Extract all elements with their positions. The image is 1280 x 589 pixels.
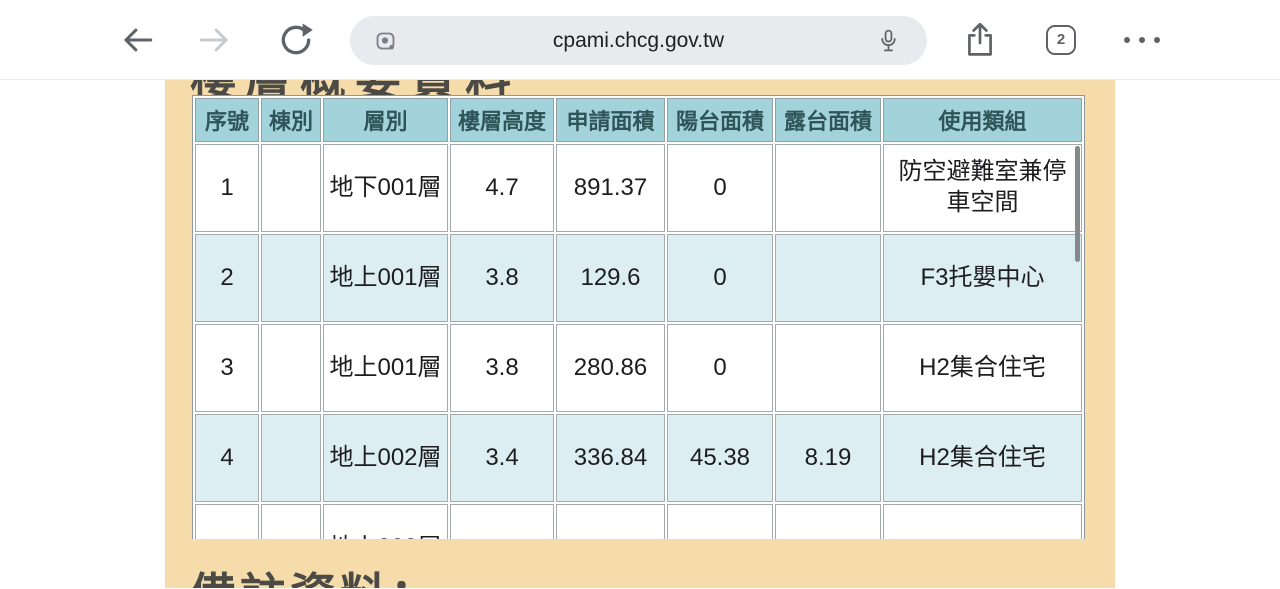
cell-terrace-area — [775, 234, 881, 322]
cell-use-category: H2集合住宅 — [883, 324, 1082, 412]
reload-button[interactable] — [270, 0, 322, 79]
table-row: 地上003層 — [195, 504, 1082, 539]
header-use-category: 使用類組 — [883, 98, 1082, 142]
browser-toolbar: cpami.chcg.gov.tw 2 — [0, 0, 1280, 80]
cell-floor: 地下001層 — [323, 144, 448, 232]
cell-balcony-area — [667, 504, 773, 539]
cell-terrace-area — [775, 144, 881, 232]
cell-floor-height: 3.8 — [450, 234, 554, 322]
cell-building — [261, 324, 321, 412]
cell-applied-area: 280.86 — [556, 324, 665, 412]
table-row: 4 地上002層 3.4 336.84 45.38 8.19 H2集合住宅 — [195, 414, 1082, 502]
header-building: 棟別 — [261, 98, 321, 142]
table-row: 3 地上001層 3.8 280.86 0 H2集合住宅 — [195, 324, 1082, 412]
cell-building — [261, 144, 321, 232]
cell-applied-area — [556, 504, 665, 539]
table-row: 1 地下001層 4.7 891.37 0 防空避難室兼停車空間 — [195, 144, 1082, 232]
header-balcony-area: 陽台面積 — [667, 98, 773, 142]
cell-floor-height: 3.8 — [450, 324, 554, 412]
cell-use-category: 防空避難室兼停車空間 — [883, 144, 1082, 232]
cell-seq: 4 — [195, 414, 259, 502]
cell-applied-area: 129.6 — [556, 234, 665, 322]
tab-count: 2 — [1056, 31, 1066, 48]
cell-seq — [195, 504, 259, 539]
tab-counter-box: 2 — [1046, 24, 1076, 55]
header-floor: 層別 — [323, 98, 448, 142]
header-seq: 序號 — [195, 98, 259, 142]
web-page-viewport: 樓層概要資料 序號 棟別 層別 樓層高度 申請面積 陽台面積 露 — [0, 80, 1280, 588]
cell-use-category — [883, 504, 1082, 539]
cell-balcony-area: 0 — [667, 324, 773, 412]
back-arrow-icon — [121, 23, 155, 57]
cell-floor-height: 3.4 — [450, 414, 554, 502]
section-title-notes: 備註資料： — [190, 559, 440, 588]
tab-switcher-button[interactable]: 2 — [1037, 0, 1085, 79]
cell-floor-height — [450, 504, 554, 539]
header-applied-area: 申請面積 — [556, 98, 665, 142]
microphone-icon[interactable] — [876, 28, 901, 53]
three-dot-menu-icon — [1124, 36, 1160, 43]
url-bar[interactable]: cpami.chcg.gov.tw — [350, 16, 927, 65]
cell-building — [261, 504, 321, 539]
cell-seq: 3 — [195, 324, 259, 412]
cell-seq: 2 — [195, 234, 259, 322]
forward-button[interactable] — [190, 0, 238, 79]
table-scrollbar-thumb[interactable] — [1075, 146, 1080, 262]
cell-terrace-area — [775, 324, 881, 412]
cell-floor: 地上003層 — [323, 504, 448, 539]
cell-floor: 地上002層 — [323, 414, 448, 502]
cell-floor-height: 4.7 — [450, 144, 554, 232]
cell-terrace-area — [775, 504, 881, 539]
page-panel: 樓層概要資料 序號 棟別 層別 樓層高度 申請面積 陽台面積 露 — [165, 80, 1115, 588]
table-header-row: 序號 棟別 層別 樓層高度 申請面積 陽台面積 露台面積 使用類組 — [195, 98, 1082, 142]
floors-table-scroll-area[interactable]: 序號 棟別 層別 樓層高度 申請面積 陽台面積 露台面積 使用類組 1 地下0 — [192, 95, 1089, 539]
back-button[interactable] — [114, 0, 162, 79]
cell-applied-area: 336.84 — [556, 414, 665, 502]
cell-use-category: F3托嬰中心 — [883, 234, 1082, 322]
cell-seq: 1 — [195, 144, 259, 232]
cell-use-category: H2集合住宅 — [883, 414, 1082, 502]
cell-balcony-area: 45.38 — [667, 414, 773, 502]
floors-table: 序號 棟別 層別 樓層高度 申請面積 陽台面積 露台面積 使用類組 1 地下0 — [192, 95, 1085, 539]
table-row: 2 地上001層 3.8 129.6 0 F3托嬰中心 — [195, 234, 1082, 322]
cell-floor: 地上001層 — [323, 324, 448, 412]
cell-building — [261, 234, 321, 322]
cell-building — [261, 414, 321, 502]
forward-arrow-icon — [197, 23, 231, 57]
cell-terrace-area: 8.19 — [775, 414, 881, 502]
header-terrace-area: 露台面積 — [775, 98, 881, 142]
reload-icon — [277, 21, 315, 59]
cell-floor: 地上001層 — [323, 234, 448, 322]
share-icon — [961, 21, 999, 59]
cell-balcony-area: 0 — [667, 144, 773, 232]
cell-balcony-area: 0 — [667, 234, 773, 322]
lens-camera-icon[interactable] — [374, 29, 398, 53]
cell-applied-area: 891.37 — [556, 144, 665, 232]
header-floor-height: 樓層高度 — [450, 98, 554, 142]
more-menu-button[interactable] — [1116, 0, 1168, 79]
url-text: cpami.chcg.gov.tw — [552, 29, 725, 52]
share-button[interactable] — [956, 0, 1004, 79]
